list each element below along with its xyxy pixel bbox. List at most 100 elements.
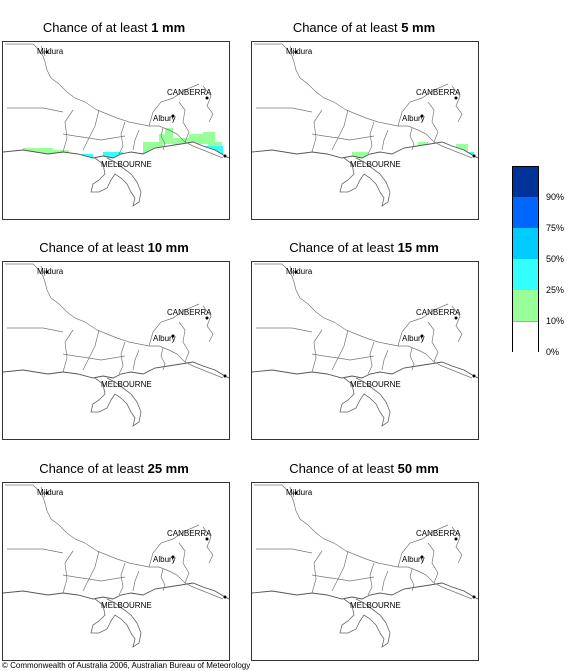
map-label-canberra: CANBERRA: [416, 529, 461, 538]
legend-label-75: 75%: [546, 223, 565, 233]
city-marker: [45, 50, 49, 54]
city-marker: [454, 96, 458, 100]
victoria-map: [252, 263, 478, 439]
map-panel-1mm: Mildura CANBERRA Albury MELBOURNE: [2, 41, 230, 220]
district-border: [367, 341, 375, 375]
district-border: [40, 45, 46, 57]
city-marker: [45, 270, 49, 274]
district-border: [202, 526, 214, 564]
district-border: [62, 109, 74, 153]
probability-cell: [189, 134, 205, 144]
district-border: [82, 550, 100, 592]
district-border: [5, 484, 224, 600]
district-border: [160, 568, 166, 592]
city-marker: [454, 537, 458, 541]
map-label-albury: Albury: [402, 334, 425, 343]
probability-cell: [173, 138, 193, 148]
ocean-area: [3, 362, 229, 439]
panel-title-5mm: Chance of at least 5 mm: [292, 20, 436, 35]
city-marker: [205, 537, 209, 541]
map-label-albury: Albury: [402, 114, 425, 123]
district-border: [148, 303, 200, 347]
district-border: [5, 263, 224, 379]
district-border: [62, 353, 126, 361]
map-label-albury: Albury: [153, 334, 176, 343]
district-border: [254, 484, 473, 600]
map-label-melbourne: MELBOURNE: [101, 160, 152, 169]
district-border: [451, 305, 463, 343]
map-label-mildura: Mildura: [286, 267, 313, 276]
district-border: [132, 129, 140, 151]
district-border: [178, 101, 190, 143]
legend-swatch-75: [513, 197, 538, 228]
map-panel-10mm: Mildura CANBERRA Albury MELBOURNE: [2, 261, 230, 440]
district-border: [381, 129, 389, 151]
panel-title-25mm: Chance of at least 25 mm: [39, 461, 189, 476]
city-marker: [223, 154, 227, 158]
map-label-albury: Albury: [153, 114, 176, 123]
probability-cell: [165, 128, 173, 136]
legend-label-90: 90%: [546, 192, 565, 202]
district-border: [132, 349, 140, 371]
city-marker: [223, 595, 227, 599]
map-label-mildura: Mildura: [37, 47, 64, 56]
district-border: [148, 524, 200, 568]
panel-title-15mm: Chance of at least 15 mm: [289, 240, 439, 255]
city-marker: [171, 334, 175, 338]
district-border: [311, 329, 323, 373]
legend-swatch-50: [513, 228, 538, 259]
map-label-canberra: CANBERRA: [167, 529, 212, 538]
city-marker: [294, 491, 298, 495]
district-border: [7, 327, 64, 333]
district-border: [311, 133, 375, 141]
district-border: [7, 548, 64, 554]
map-label-mildura: Mildura: [286, 47, 313, 56]
city-marker: [472, 595, 476, 599]
map-label-melbourne: MELBOURNE: [350, 160, 401, 169]
city-marker: [420, 334, 424, 338]
legend-swatch-90: [513, 167, 538, 197]
district-border: [254, 43, 473, 159]
city-marker: [205, 96, 209, 100]
legend-label-25: 25%: [546, 285, 565, 295]
victoria-map: [3, 43, 229, 219]
district-border: [256, 327, 313, 333]
map-panel-5mm: Mildura CANBERRA Albury MELBOURNE: [251, 41, 479, 220]
probability-cell: [159, 134, 173, 144]
map-label-mildura: Mildura: [286, 488, 313, 497]
map-label-melbourne: MELBOURNE: [101, 380, 152, 389]
probability-legend: [512, 166, 539, 352]
legend-swatch-10: [513, 290, 538, 321]
district-border: [256, 548, 313, 554]
city-marker: [294, 270, 298, 274]
district-border: [254, 263, 473, 379]
district-border: [62, 574, 126, 582]
map-label-canberra: CANBERRA: [416, 308, 461, 317]
map-label-melbourne: MELBOURNE: [101, 601, 152, 610]
panel-title-50mm: Chance of at least 50 mm: [289, 461, 439, 476]
district-border: [62, 329, 74, 373]
victoria-map: [3, 263, 229, 439]
copyright-notice: © Commonwealth of Australia 2006, Austra…: [2, 661, 251, 670]
city-marker: [45, 491, 49, 495]
probability-cell: [352, 152, 368, 162]
legend-label-0: 0%: [546, 347, 560, 357]
port-phillip-bay-outline: [339, 598, 391, 648]
district-border: [409, 568, 415, 592]
city-marker: [223, 374, 227, 378]
city-marker: [454, 316, 458, 320]
district-border: [311, 574, 375, 582]
district-border: [178, 321, 190, 363]
district-border: [118, 341, 126, 375]
district-border: [160, 347, 166, 371]
probability-cell: [143, 142, 163, 152]
ocean-area: [252, 142, 478, 219]
district-border: [202, 85, 214, 123]
district-border: [62, 550, 74, 594]
district-border: [82, 329, 100, 371]
ocean-area: [252, 362, 478, 439]
city-marker: [294, 50, 298, 54]
district-border: [397, 303, 449, 347]
district-border: [148, 83, 200, 127]
map-label-canberra: CANBERRA: [167, 88, 212, 97]
